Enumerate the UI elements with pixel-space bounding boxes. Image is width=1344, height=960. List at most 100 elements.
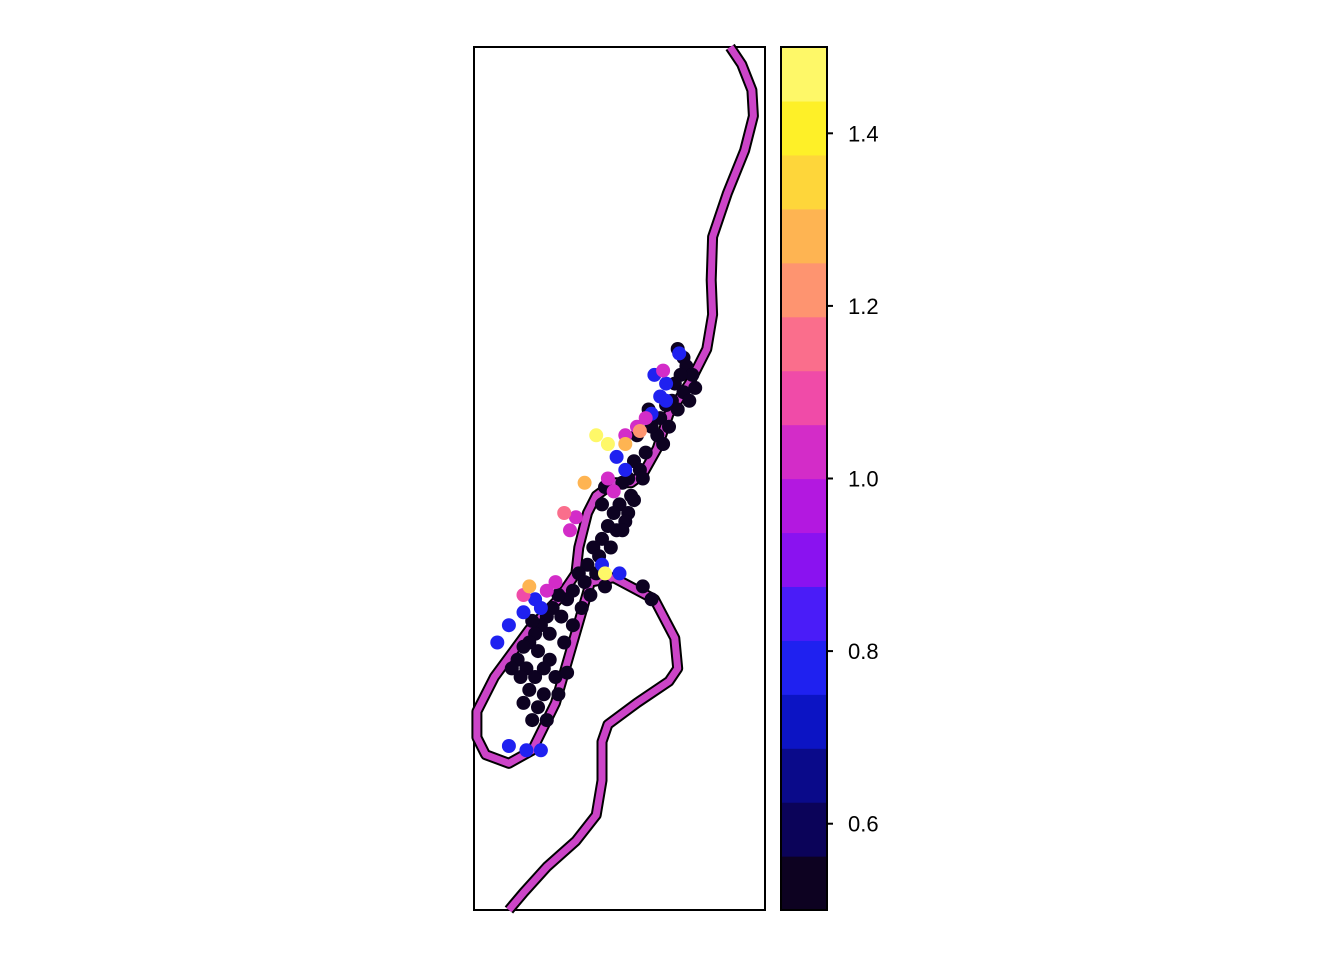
data-point	[568, 510, 583, 525]
data-point	[656, 363, 671, 378]
color-legend-swatch	[781, 262, 827, 318]
data-point	[577, 575, 592, 590]
data-point	[525, 713, 540, 728]
data-point	[513, 670, 528, 684]
data-point	[539, 583, 554, 598]
data-point	[551, 687, 566, 702]
data-point	[525, 613, 540, 628]
data-point	[542, 626, 557, 641]
data-point	[618, 437, 633, 451]
data-point	[662, 419, 676, 434]
data-point	[598, 566, 612, 581]
color-legend-tick-label: 1.4	[848, 121, 879, 146]
data-point	[659, 376, 674, 391]
data-points	[490, 342, 703, 758]
data-point	[501, 739, 516, 753]
data-point	[670, 402, 685, 417]
color-legend	[780, 46, 828, 911]
data-point	[606, 506, 621, 520]
color-legend-tick-label: 1.2	[848, 294, 879, 319]
data-point	[554, 609, 569, 624]
color-legend-swatch	[781, 694, 827, 749]
data-point	[682, 393, 697, 408]
data-point	[609, 449, 624, 464]
data-point	[627, 493, 641, 508]
color-legend-swatch	[781, 154, 827, 210]
data-point	[536, 687, 551, 702]
data-point	[516, 639, 531, 654]
data-point	[533, 743, 548, 758]
color-legend-swatch	[781, 478, 827, 534]
data-point	[548, 575, 563, 590]
data-point	[531, 700, 545, 715]
data-point	[600, 471, 615, 486]
data-point	[595, 497, 609, 512]
data-point	[600, 519, 615, 533]
data-point	[565, 618, 580, 633]
data-point	[563, 523, 577, 538]
color-legend-tick-label: 1.0	[848, 467, 879, 492]
data-point	[528, 670, 543, 684]
data-point	[533, 601, 548, 615]
data-point	[583, 588, 598, 602]
color-legend-swatch	[781, 802, 827, 857]
color-legend-swatch	[781, 586, 827, 641]
data-point	[638, 445, 653, 460]
data-point	[501, 618, 516, 633]
data-point	[522, 682, 537, 697]
color-legend-ticks: 0.6 0.8 1.0 1.2 1.4	[827, 121, 879, 837]
data-point	[577, 475, 592, 490]
river-line	[471, 43, 759, 914]
data-point	[522, 579, 537, 594]
data-point	[531, 644, 545, 659]
data-point	[615, 475, 630, 490]
data-point	[632, 424, 647, 438]
color-legend-swatch	[781, 424, 827, 480]
color-legend-swatch	[781, 370, 827, 426]
color-legend-swatch	[781, 316, 827, 372]
data-point	[548, 670, 563, 684]
data-point	[598, 579, 612, 594]
data-point	[560, 665, 575, 680]
color-legend-swatch	[781, 208, 827, 264]
data-point	[603, 540, 618, 555]
river-fill	[473, 45, 757, 913]
data-point	[638, 411, 653, 426]
data-point	[685, 367, 700, 382]
data-point	[490, 635, 505, 650]
color-legend-tick-label: 0.8	[848, 639, 879, 664]
data-point	[688, 380, 703, 395]
data-point	[672, 346, 687, 361]
color-legend-swatch	[781, 47, 827, 102]
data-point	[644, 592, 659, 607]
color-legend-swatch	[781, 532, 827, 587]
data-point	[539, 713, 554, 728]
data-point	[574, 601, 589, 615]
data-point	[557, 635, 572, 650]
data-point	[504, 661, 519, 676]
data-point	[516, 605, 531, 620]
data-point	[618, 462, 633, 477]
color-legend-swatch	[781, 640, 827, 695]
data-point	[580, 557, 595, 572]
data-point	[519, 743, 534, 758]
data-point	[612, 566, 627, 581]
data-point	[595, 531, 609, 546]
data-point	[551, 588, 566, 602]
data-point	[606, 484, 621, 499]
data-point	[536, 661, 551, 676]
data-point	[615, 523, 630, 538]
data-point	[557, 506, 572, 520]
data-point	[659, 393, 674, 408]
data-point	[589, 428, 604, 443]
color-legend-tick-label: 0.6	[848, 812, 879, 837]
color-legend-swatch	[781, 100, 827, 156]
data-point	[635, 471, 650, 486]
data-point	[516, 695, 531, 710]
data-point	[600, 437, 615, 451]
color-legend-swatch	[781, 856, 827, 911]
data-point	[635, 579, 650, 594]
color-legend-swatch	[781, 748, 827, 803]
data-point	[656, 437, 671, 451]
